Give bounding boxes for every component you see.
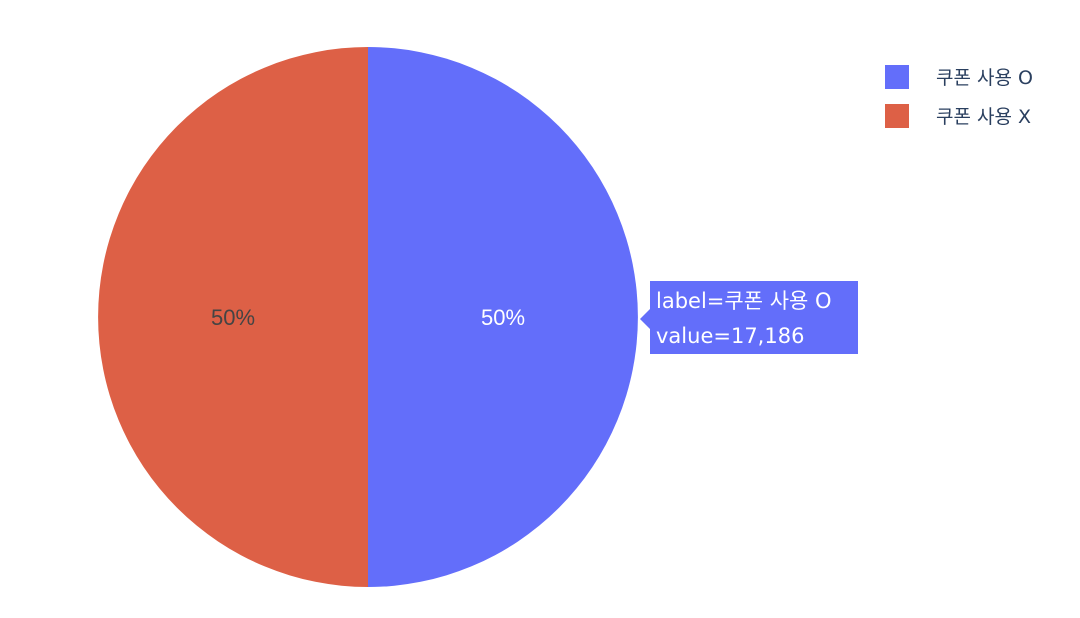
- hover-value-line: value=17,186: [656, 324, 804, 348]
- hover-tooltip-box: [640, 281, 858, 354]
- slice-percent-label: 50%: [211, 305, 255, 330]
- pie-slice-0[interactable]: [368, 47, 638, 587]
- hover-label-line: label=쿠폰 사용 O: [656, 289, 832, 313]
- pie-slice-1[interactable]: [98, 47, 369, 587]
- legend-swatch: [885, 104, 909, 128]
- slice-labels: 50% 50%: [211, 305, 525, 330]
- slice-percent-label: 50%: [481, 305, 525, 330]
- legend-item-coupon-not-used[interactable]: 쿠폰 사용 X: [885, 104, 1031, 128]
- hover-tooltip: label=쿠폰 사용 O value=17,186: [640, 281, 858, 354]
- legend-swatch: [885, 65, 909, 89]
- legend-label: 쿠폰 사용 X: [936, 106, 1031, 128]
- legend: 쿠폰 사용 O 쿠폰 사용 X: [885, 65, 1033, 128]
- pie-slices: [98, 47, 638, 587]
- legend-item-coupon-used[interactable]: 쿠폰 사용 O: [885, 65, 1033, 89]
- legend-label: 쿠폰 사용 O: [936, 67, 1033, 89]
